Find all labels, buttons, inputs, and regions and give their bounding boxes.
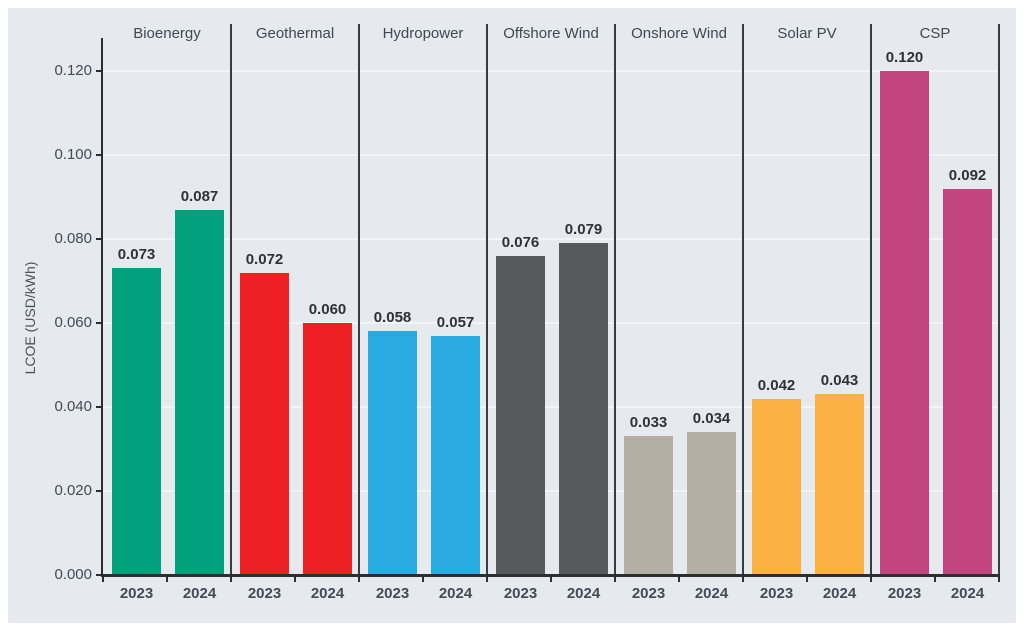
y-tick-mark-0.120 [96, 70, 103, 72]
panel-title-offshore-wind: Offshore Wind [503, 25, 599, 42]
x-tick-label-csp-2024: 2024 [950, 585, 985, 602]
bar-hydropower-2023 [368, 331, 417, 575]
bar-value-label-onshore-wind-2024: 0.034 [692, 410, 731, 428]
bar-value-label-solar-pv-2024: 0.043 [820, 372, 859, 390]
x-axis-tick-6 [486, 577, 488, 582]
x-tick-label-hydropower-2023: 2023 [375, 585, 410, 602]
panel-title-onshore-wind: Onshore Wind [631, 25, 727, 42]
bar-offshore-wind-2024 [559, 243, 608, 575]
y-tick-label-0.080: 0.080 [54, 230, 92, 247]
gridline-0.120 [103, 70, 999, 72]
x-tick-label-onshore-wind-2024: 2024 [694, 585, 729, 602]
x-tick-label-hydropower-2024: 2024 [438, 585, 473, 602]
gridline-0.060 [103, 322, 999, 324]
y-tick-label-0.060: 0.060 [54, 314, 92, 331]
panel-title-bioenergy: Bioenergy [133, 25, 201, 42]
bar-offshore-wind-2023 [496, 255, 545, 575]
panel-divider-6 [870, 24, 872, 575]
x-tick-label-geothermal-2023: 2023 [247, 585, 282, 602]
gridline-0.080 [103, 238, 999, 240]
y-tick-label-0.020: 0.020 [54, 482, 92, 499]
panel-divider-1 [230, 24, 232, 575]
y-tick-label-0.000: 0.000 [54, 566, 92, 583]
x-axis-tick-10 [742, 577, 744, 582]
panel-divider-7 [998, 24, 1000, 575]
x-axis-tick-2 [230, 577, 232, 582]
bar-value-label-csp-2023: 0.120 [885, 49, 924, 66]
x-tick-label-bioenergy-2023: 2023 [119, 585, 154, 602]
bar-csp-2024 [943, 188, 992, 575]
x-tick-label-bioenergy-2024: 2024 [182, 585, 217, 602]
bar-solar-pv-2024 [815, 394, 864, 575]
bar-hydropower-2024 [431, 335, 480, 575]
x-axis-tick-7 [550, 577, 552, 582]
x-axis-line [101, 574, 1000, 577]
bar-value-label-geothermal-2024: 0.060 [308, 301, 347, 318]
gridline-0.100 [103, 154, 999, 156]
x-axis-tick-11 [806, 577, 808, 582]
panel-divider-4 [614, 24, 616, 575]
y-tick-mark-0.020 [96, 490, 103, 492]
bar-value-label-hydropower-2024: 0.057 [436, 313, 475, 331]
y-tick-mark-0.060 [96, 322, 103, 324]
x-axis-tick-5 [422, 577, 424, 582]
x-tick-label-csp-2023: 2023 [887, 585, 922, 602]
x-tick-label-solar-pv-2024: 2024 [822, 585, 857, 602]
x-axis-tick-0 [102, 577, 104, 582]
x-axis-tick-14 [998, 577, 1000, 582]
x-axis-tick-9 [678, 577, 680, 582]
bar-csp-2023 [880, 71, 929, 575]
bar-geothermal-2023 [240, 272, 289, 575]
bar-onshore-wind-2024 [687, 432, 736, 575]
x-axis-tick-3 [294, 577, 296, 582]
bar-onshore-wind-2023 [624, 436, 673, 575]
x-tick-label-onshore-wind-2023: 2023 [631, 585, 666, 602]
bar-value-label-geothermal-2023: 0.072 [245, 250, 284, 268]
bar-solar-pv-2023 [752, 398, 801, 575]
y-tick-mark-0.100 [96, 154, 103, 156]
bar-value-label-solar-pv-2023: 0.042 [757, 376, 796, 394]
y-tick-label-0.040: 0.040 [54, 398, 92, 415]
panel-divider-5 [742, 24, 744, 575]
bar-bioenergy-2023 [112, 268, 161, 575]
x-tick-label-geothermal-2024: 2024 [310, 585, 345, 602]
x-axis-tick-13 [934, 577, 936, 582]
panel-title-geothermal: Geothermal [255, 25, 335, 42]
gridline-0.020 [103, 490, 999, 492]
y-tick-mark-0.080 [96, 238, 103, 240]
bar-value-label-bioenergy-2024: 0.087 [180, 187, 219, 205]
panel-title-hydropower: Hydropower [382, 25, 464, 42]
x-axis-tick-4 [358, 577, 360, 582]
x-tick-label-solar-pv-2023: 2023 [759, 585, 794, 602]
y-axis-line [101, 38, 103, 577]
bar-value-label-onshore-wind-2023: 0.033 [629, 414, 668, 432]
bar-value-label-offshore-wind-2023: 0.076 [501, 233, 540, 251]
bar-geothermal-2024 [303, 323, 352, 575]
bar-value-label-offshore-wind-2024: 0.079 [564, 221, 603, 239]
x-axis-tick-8 [614, 577, 616, 582]
x-tick-label-offshore-wind-2024: 2024 [566, 585, 601, 602]
plot-area: LCOE (USD/kWh) 0.000 0.020 0.040 0.060 0.080… [8, 8, 1016, 623]
bar-value-label-csp-2024: 0.092 [948, 166, 987, 184]
bar-value-label-hydropower-2023: 0.058 [373, 309, 412, 327]
gridline-0.040 [103, 406, 999, 408]
bar-bioenergy-2024 [175, 209, 224, 575]
panel-divider-2 [358, 24, 360, 575]
panel-title-csp: CSP [919, 25, 951, 42]
y-tick-label-0.100: 0.100 [54, 146, 92, 163]
y-tick-mark-0.040 [96, 406, 103, 408]
x-tick-label-offshore-wind-2023: 2023 [503, 585, 538, 602]
bar-value-label-bioenergy-2023: 0.073 [117, 246, 156, 264]
x-axis-tick-12 [870, 577, 872, 582]
panel-title-solar-pv: Solar PV [777, 25, 837, 42]
y-tick-mark-0.000 [96, 574, 103, 576]
panel-divider-3 [486, 24, 488, 575]
y-tick-label-0.120: 0.120 [54, 62, 92, 79]
x-axis-tick-1 [166, 577, 168, 582]
